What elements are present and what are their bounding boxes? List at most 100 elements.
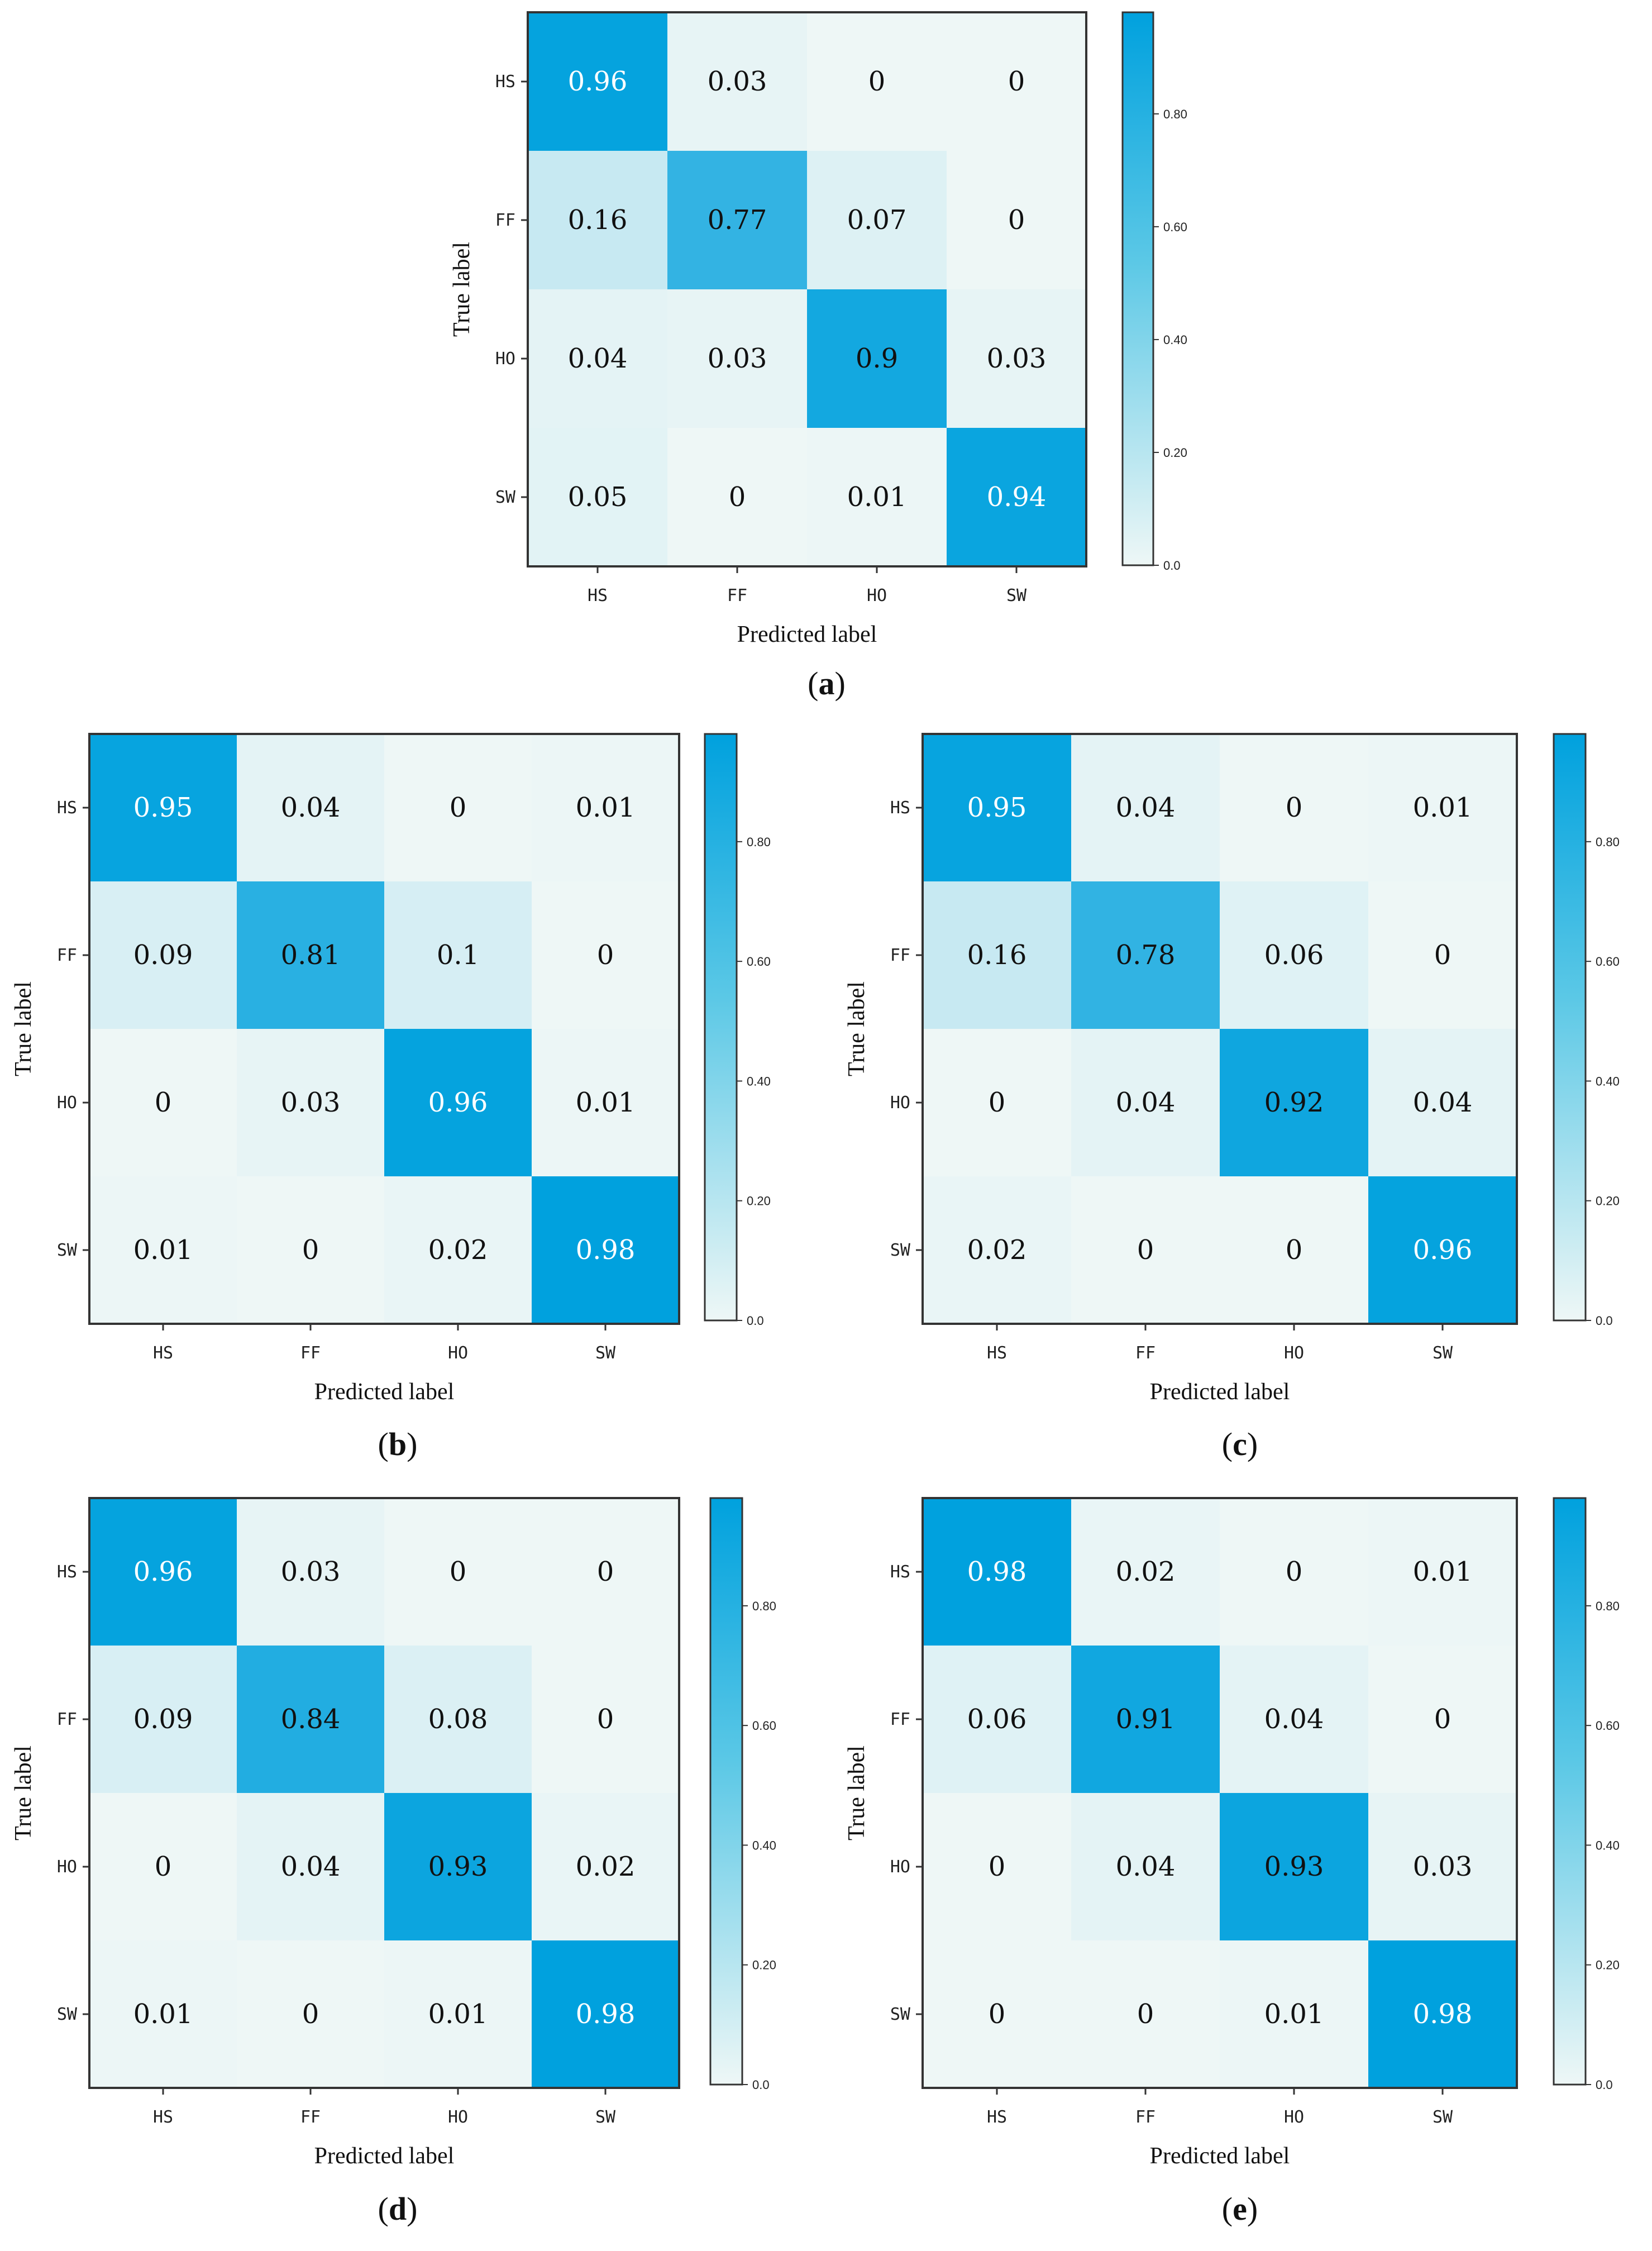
- heatmap-cell: [1220, 734, 1368, 881]
- x-tick-label: HO: [448, 2107, 468, 2127]
- heatmap-cell: [1071, 1498, 1220, 1646]
- heatmap-cell: [237, 1498, 384, 1646]
- heatmap-cell: [384, 1940, 532, 2088]
- cell-value-label: 0.91: [1116, 1704, 1176, 1735]
- colorbar-tick-label: 0.20: [752, 1958, 776, 1972]
- heatmap-cell: [807, 289, 947, 428]
- heatmap-cell: [947, 289, 1086, 428]
- matrix-frame: [88, 1497, 680, 2089]
- heatmap-cell: [89, 1029, 237, 1176]
- cell-value-label: 0.01: [576, 1087, 636, 1118]
- heatmap-cell: [532, 1940, 679, 2088]
- caption-paren-close: ): [835, 665, 846, 702]
- x-tick-label: SW: [1433, 1343, 1453, 1363]
- heatmap-cell: [1071, 1793, 1220, 1940]
- heatmap-cell: [947, 151, 1086, 289]
- x-tick-label: HS: [588, 586, 608, 605]
- cell-value-label: 0.04: [1116, 1851, 1176, 1882]
- heatmap-cell: [532, 1646, 679, 1793]
- heatmap-cell: [1368, 1646, 1517, 1793]
- heatmap-cell: [807, 428, 947, 566]
- matrix-frame: [922, 1497, 1518, 2089]
- heatmap-cell: [1071, 1646, 1220, 1793]
- colorbar-tick-label: 0.80: [747, 835, 771, 849]
- colorbar-tick-label: 0.80: [1163, 107, 1187, 121]
- cell-value-label: 0.98: [576, 1234, 636, 1266]
- y-tick-label: HS: [890, 798, 910, 818]
- x-axis-title: Predicted label: [1150, 1379, 1290, 1405]
- cell-value-label: 0: [1434, 939, 1452, 971]
- heatmap-cell: [89, 1176, 237, 1324]
- heatmap-cell: [237, 1029, 384, 1176]
- cell-value-label: 0.96: [428, 1087, 488, 1118]
- cell-value-label: 0.16: [568, 204, 628, 236]
- cell-value-label: 0.01: [1264, 1999, 1324, 2030]
- y-tick-label: SW: [495, 488, 516, 507]
- colorbar-tick-label: 0.0: [1596, 1314, 1613, 1328]
- cell-value-label: 0.06: [1264, 939, 1324, 971]
- caption-paren-open: (: [1222, 2191, 1233, 2227]
- cell-value-label: 0.01: [428, 1999, 488, 2030]
- heatmap-cell: [923, 734, 1071, 881]
- caption-paren-close: ): [1247, 1426, 1258, 1462]
- cell-value-label: 0.1: [437, 939, 479, 971]
- cell-value-label: 0: [155, 1851, 172, 1882]
- colorbar-tick-label: 0.0: [1163, 559, 1181, 573]
- y-tick-label: HS: [495, 72, 515, 92]
- heatmap-cell: [89, 734, 237, 881]
- heatmap-cell: [237, 1793, 384, 1940]
- y-tick-label: HS: [57, 798, 77, 818]
- caption-paren-open: (: [808, 665, 818, 702]
- heatmap-cell: [1071, 1029, 1220, 1176]
- cell-value-label: 0.09: [133, 1704, 193, 1735]
- colorbar: [1553, 1497, 1587, 2086]
- cell-value-label: 0.94: [987, 481, 1047, 513]
- x-tick-label: FF: [1135, 1343, 1156, 1363]
- confusion-matrix-panel-b: 0.95 0.04 0 0.01 0.09 0.81 0.1 0 0 0.03 0.96 0.01 0.…: [11, 733, 771, 1462]
- y-tick-label: FF: [57, 946, 77, 965]
- cell-value-label: 0: [155, 1087, 172, 1118]
- y-tick-label: SW: [890, 2005, 911, 2024]
- cell-value-label: 0: [1008, 204, 1025, 236]
- caption-letter: b: [389, 1426, 407, 1462]
- heatmap-cell: [1071, 1176, 1220, 1324]
- colorbar-tick-label: 0.20: [1596, 1958, 1620, 1972]
- y-tick-label: SW: [890, 1241, 911, 1260]
- cell-value-label: 0.01: [1413, 792, 1473, 823]
- heatmap-cell: [667, 428, 807, 566]
- cell-value-label: 0.01: [133, 1234, 193, 1266]
- colorbar-tick-label: 0.20: [1596, 1194, 1620, 1208]
- cell-value-label: 0.81: [281, 939, 341, 971]
- cell-value-label: 0.92: [1264, 1087, 1324, 1118]
- heatmap-cell: [1368, 1793, 1517, 1940]
- colorbar-tick-label: 0.80: [752, 1599, 776, 1613]
- colorbar-tick-label: 0.20: [1163, 446, 1187, 460]
- matrix-frame: [88, 733, 680, 1325]
- colorbar-tick-label: 0.40: [752, 1838, 776, 1852]
- cell-value-label: 0.02: [1116, 1556, 1176, 1587]
- x-axis-title: Predicted label: [314, 1379, 455, 1405]
- cell-value-label: 0.07: [847, 204, 907, 236]
- panel-caption: (d): [378, 2191, 418, 2227]
- cell-value-label: 0: [1008, 66, 1025, 97]
- colorbar-tick-label: 0.20: [747, 1194, 771, 1208]
- cell-value-label: 0.04: [568, 343, 628, 374]
- cell-value-label: 0.77: [708, 204, 767, 236]
- cell-value-label: 0: [1137, 1234, 1154, 1266]
- confusion-matrix-panel-a: 0.96 0.03 0 0 0.16 0.77 0.07 0 0.04 0.03 0.9 0.03 0.…: [449, 11, 1187, 702]
- colorbar-tick-label: 0.60: [752, 1719, 776, 1733]
- heatmap-cell: [1368, 1176, 1517, 1324]
- heatmap-cell: [384, 1646, 532, 1793]
- cell-value-label: 0.02: [576, 1851, 636, 1882]
- heatmap-cell: [89, 881, 237, 1029]
- cell-value-label: 0.98: [967, 1556, 1027, 1587]
- heatmap-cell: [532, 734, 679, 881]
- heatmap-cell: [923, 881, 1071, 1029]
- y-tick-label: FF: [890, 1710, 910, 1729]
- heatmap-cell: [532, 1498, 679, 1646]
- cell-value-label: 0.05: [568, 481, 628, 513]
- x-tick-label: HO: [448, 1343, 468, 1363]
- y-tick-label: FF: [57, 1710, 77, 1729]
- caption-paren-close: ): [1247, 2191, 1258, 2227]
